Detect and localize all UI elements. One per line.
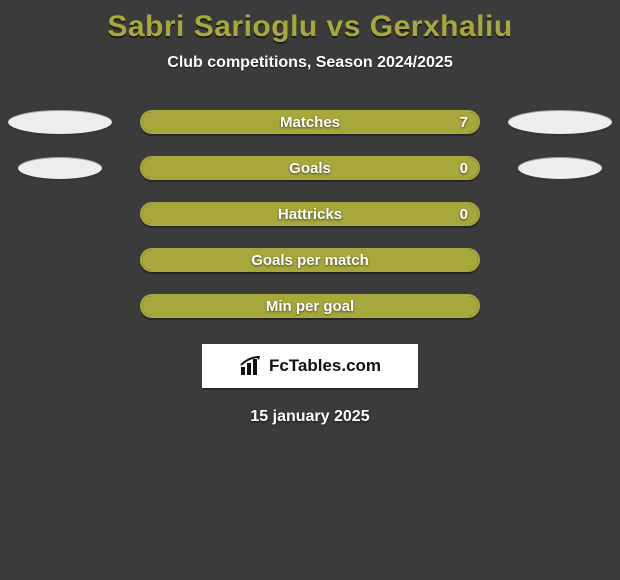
right-player-marker: [518, 157, 602, 179]
left-player-marker-cell: [0, 110, 120, 134]
stat-row: Min per goal: [0, 294, 620, 318]
stat-label: Matches: [142, 112, 478, 132]
subtitle: Club competitions, Season 2024/2025: [0, 54, 620, 72]
right-player-marker-cell: [500, 110, 620, 134]
brand-badge: FcTables.com: [202, 344, 418, 388]
stat-bar: Matches7: [140, 110, 480, 134]
stat-value: 7: [460, 112, 468, 132]
stat-bar: Min per goal: [140, 294, 480, 318]
stat-bar: Hattricks0: [140, 202, 480, 226]
bars-chart-icon: [239, 355, 265, 377]
right-player-marker: [508, 110, 612, 134]
stat-label: Hattricks: [142, 204, 478, 224]
stat-rows: Matches7Goals0Hattricks0Goals per matchM…: [0, 110, 620, 318]
stat-row: Goals per match: [0, 248, 620, 272]
left-player-marker: [8, 110, 112, 134]
left-player-marker: [18, 157, 102, 179]
stat-label: Min per goal: [142, 296, 478, 316]
brand-text: FcTables.com: [269, 356, 381, 376]
stat-label: Goals: [142, 158, 478, 178]
stat-bar: Goals per match: [140, 248, 480, 272]
stat-row: Hattricks0: [0, 202, 620, 226]
stat-value: 0: [460, 204, 468, 224]
date-text: 15 january 2025: [0, 408, 620, 426]
stat-value: 0: [460, 158, 468, 178]
left-player-marker-cell: [0, 157, 120, 179]
right-player-marker-cell: [500, 157, 620, 179]
page-title: Sabri Sarioglu vs Gerxhaliu: [0, 10, 620, 44]
stat-bar: Goals0: [140, 156, 480, 180]
stat-label: Goals per match: [142, 250, 478, 270]
comparison-card: Sabri Sarioglu vs Gerxhaliu Club competi…: [0, 0, 620, 426]
stat-row: Matches7: [0, 110, 620, 134]
stat-row: Goals0: [0, 156, 620, 180]
